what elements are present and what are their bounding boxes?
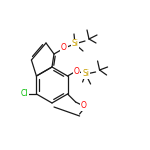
- Text: Cl: Cl: [21, 90, 28, 99]
- Text: Si: Si: [72, 39, 78, 48]
- Text: O: O: [81, 102, 87, 111]
- Text: O: O: [74, 66, 80, 75]
- Text: O: O: [61, 44, 67, 52]
- Text: Si: Si: [82, 69, 89, 78]
